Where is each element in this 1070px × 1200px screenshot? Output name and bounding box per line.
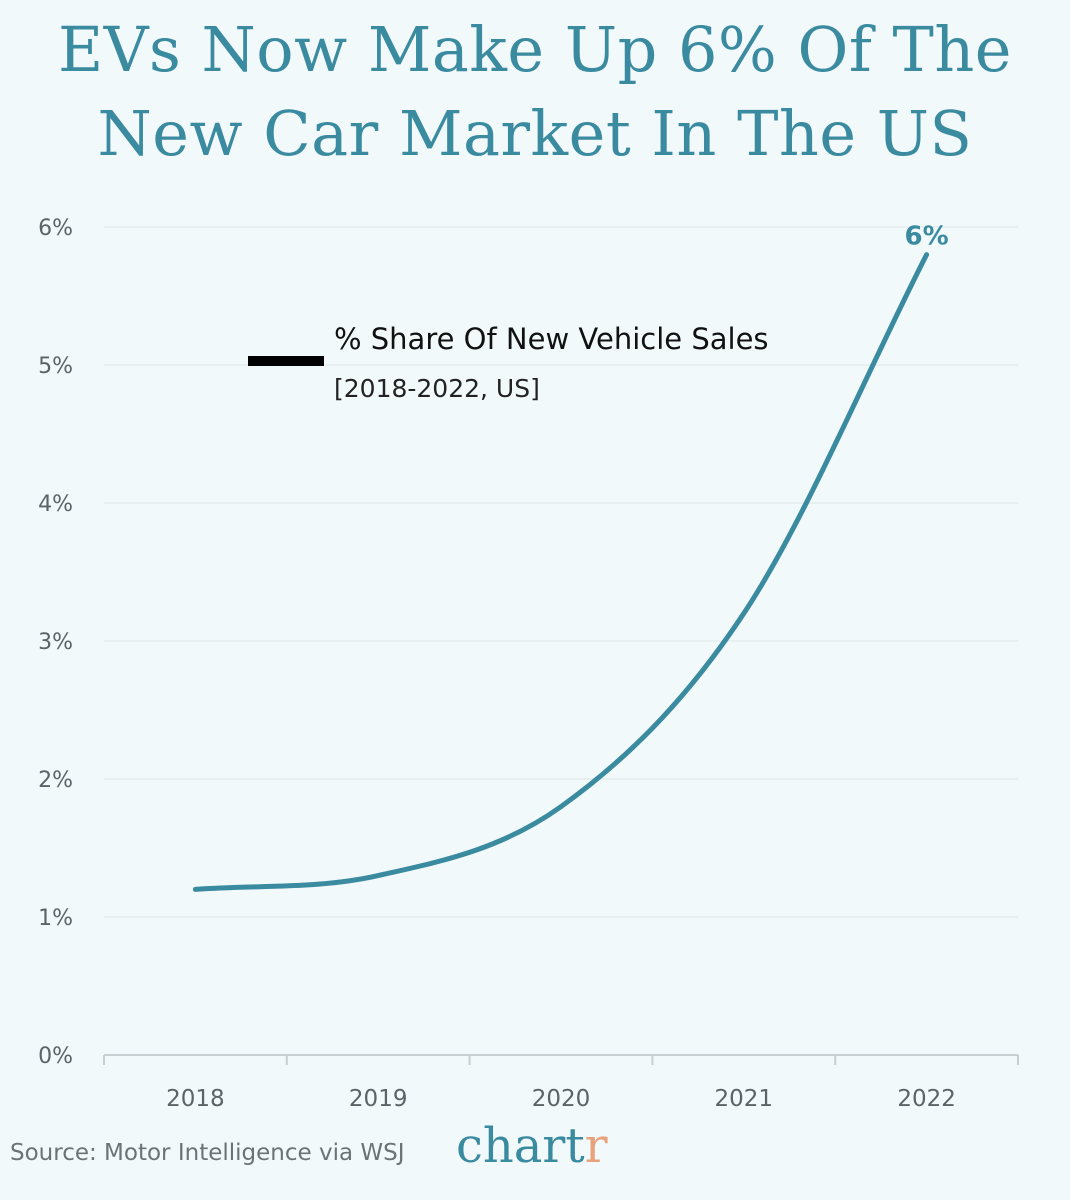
- legend-label: % Share Of New Vehicle Sales: [334, 322, 769, 356]
- legend-sublabel: [2018-2022, US]: [334, 374, 540, 403]
- chart-title-line1: EVs Now Make Up 6% Of The: [57, 13, 1012, 86]
- x-tick-label: 2018: [166, 1086, 225, 1112]
- y-tick-label: 0%: [38, 1044, 73, 1069]
- data-label: 6%: [905, 222, 949, 252]
- source-note: Source: Motor Intelligence via WSJ: [10, 1140, 405, 1166]
- chart-title-line2: New Car Market In The US: [97, 97, 973, 170]
- x-tick-label: 2019: [349, 1086, 408, 1112]
- chart-title: EVs Now Make Up 6% Of The New Car Market…: [0, 8, 1070, 176]
- y-tick-label: 4%: [38, 492, 73, 517]
- x-tick-label: 2022: [897, 1086, 956, 1112]
- y-tick-label: 5%: [38, 354, 73, 379]
- legend-swatch: [248, 356, 324, 366]
- x-tick-label: 2021: [715, 1086, 774, 1112]
- y-tick-label: 2%: [38, 768, 73, 793]
- brand-logo-accent: r: [584, 1118, 608, 1174]
- x-tick-label: 2020: [532, 1086, 591, 1112]
- y-tick-label: 3%: [38, 630, 73, 655]
- y-tick-label: 1%: [38, 906, 73, 931]
- series-line: [192, 252, 930, 892]
- brand-logo-main: chart: [456, 1118, 585, 1174]
- brand-logo: chartr: [456, 1118, 608, 1174]
- y-tick-label: 6%: [38, 216, 73, 241]
